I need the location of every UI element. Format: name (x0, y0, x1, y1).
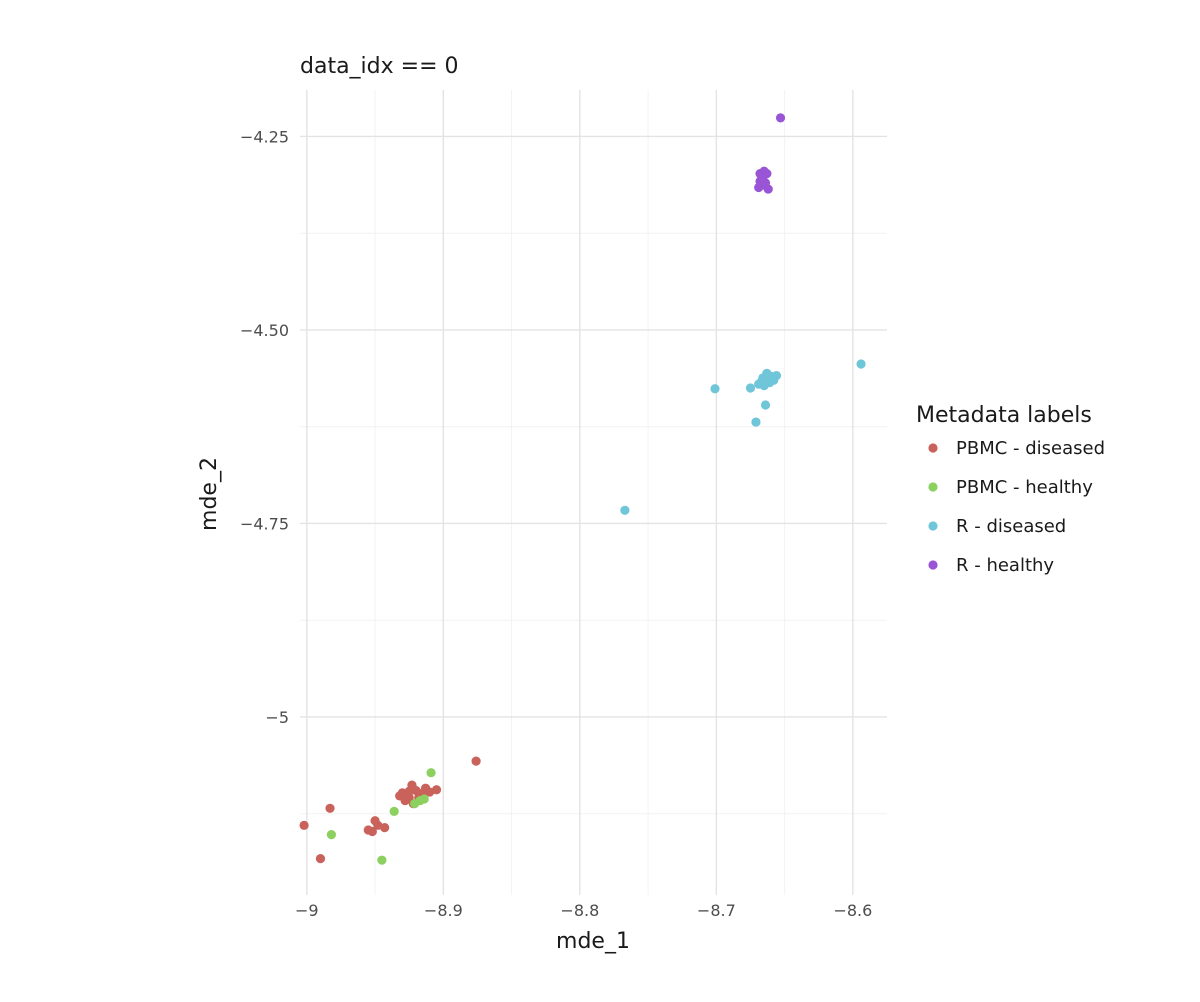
x-axis-ticks: −9 −8.9 −8.8 −8.7 −8.6 (295, 901, 872, 920)
legend-label: R - healthy (956, 555, 1054, 576)
data-point (710, 384, 720, 394)
data-point (299, 820, 309, 830)
legend-swatch (928, 482, 938, 492)
x-tick-label: −8.9 (424, 901, 463, 920)
data-point (377, 855, 387, 865)
data-points (299, 113, 866, 865)
grid-lines (300, 90, 887, 895)
series-pbmc-healthy (326, 768, 436, 865)
y-tick-label: −4.25 (240, 127, 289, 146)
x-tick-label: −8.8 (560, 901, 599, 920)
legend-item: R - diseased (928, 516, 1066, 537)
y-tick-label: −5 (265, 708, 289, 727)
y-axis-ticks: −4.25 −4.50 −4.75 −5 (240, 127, 289, 727)
data-point (389, 806, 399, 817)
legend-swatch (928, 521, 938, 531)
data-point (426, 768, 436, 778)
data-point (755, 168, 765, 179)
legend-item: R - healthy (928, 555, 1054, 576)
data-point (325, 803, 335, 813)
series-r-diseased (620, 359, 866, 515)
legend-title: Metadata labels (916, 403, 1092, 428)
x-tick-label: −8.6 (833, 901, 872, 920)
data-point (419, 794, 429, 804)
data-point (771, 371, 782, 381)
data-point (326, 830, 336, 840)
data-point (431, 785, 442, 795)
data-point (315, 854, 326, 864)
legend-swatch (928, 560, 938, 570)
data-point (745, 383, 756, 393)
data-point (760, 400, 771, 410)
data-point (856, 359, 866, 369)
data-point (775, 113, 786, 123)
data-point (751, 417, 761, 427)
legend-swatch (928, 443, 938, 453)
data-point (758, 373, 768, 383)
series-r-healthy (754, 113, 786, 194)
data-point (620, 505, 630, 515)
y-tick-label: −4.50 (240, 321, 289, 340)
legend: Metadata labels PBMC - diseased PBMC - he… (916, 403, 1105, 576)
data-point (760, 178, 771, 188)
data-point (363, 825, 373, 835)
data-point (410, 799, 420, 809)
y-tick-label: −4.75 (240, 514, 289, 533)
legend-label: R - diseased (956, 516, 1066, 537)
y-axis-title: mde_2 (197, 457, 222, 531)
x-axis-title: mde_1 (556, 929, 630, 954)
legend-item: PBMC - diseased (928, 438, 1105, 459)
legend-label: PBMC - healthy (956, 477, 1093, 498)
x-tick-label: −8.7 (697, 901, 736, 920)
legend-label: PBMC - diseased (956, 438, 1105, 459)
x-tick-label: −9 (295, 901, 319, 920)
legend-item: PBMC - healthy (928, 477, 1093, 498)
data-point (380, 823, 390, 833)
chart-title: data_idx == 0 (300, 54, 459, 79)
data-point (754, 182, 764, 193)
data-point (395, 791, 405, 801)
data-point (471, 756, 481, 766)
data-point (404, 792, 414, 803)
